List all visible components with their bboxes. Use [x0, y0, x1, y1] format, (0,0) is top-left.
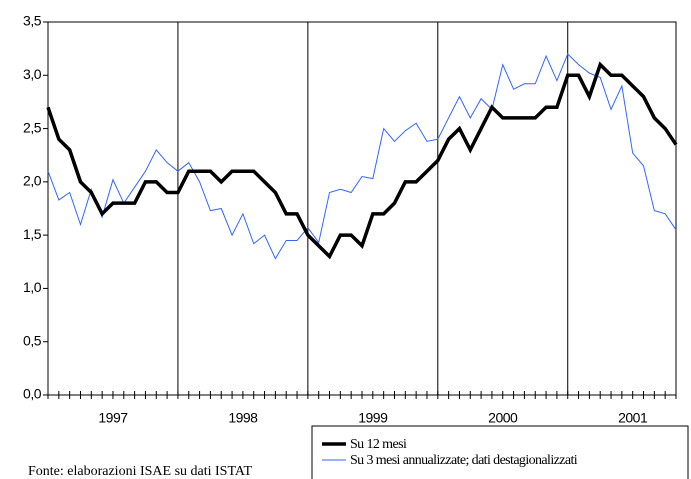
- legend-label: Su 12 mesi: [350, 437, 407, 452]
- x-tick-label: 1999: [358, 410, 388, 426]
- x-tick-label: 2001: [618, 410, 648, 426]
- y-tick-label: 1,0: [23, 279, 42, 295]
- x-tick-label: 1998: [228, 410, 258, 426]
- x-tick-label: 1997: [98, 410, 128, 426]
- y-tick-label: 3,0: [23, 66, 42, 82]
- y-tick-label: 1,5: [23, 226, 42, 242]
- x-tick-label: 2000: [488, 410, 518, 426]
- y-tick-label: 3,5: [23, 13, 42, 29]
- y-tick-label: 2,0: [23, 173, 42, 189]
- y-tick-label: 2,5: [23, 119, 42, 135]
- y-tick-label: 0,5: [23, 332, 42, 348]
- source-note: Fonte: elaborazioni ISAE su dati ISTAT: [28, 464, 252, 479]
- legend-box: [311, 425, 689, 479]
- y-tick-label: 0,0: [23, 386, 42, 402]
- series-line: [47, 53, 677, 260]
- series-line: [46, 61, 678, 260]
- legend-label: Su 3 mesi annualizzate; dati destagional…: [350, 453, 578, 468]
